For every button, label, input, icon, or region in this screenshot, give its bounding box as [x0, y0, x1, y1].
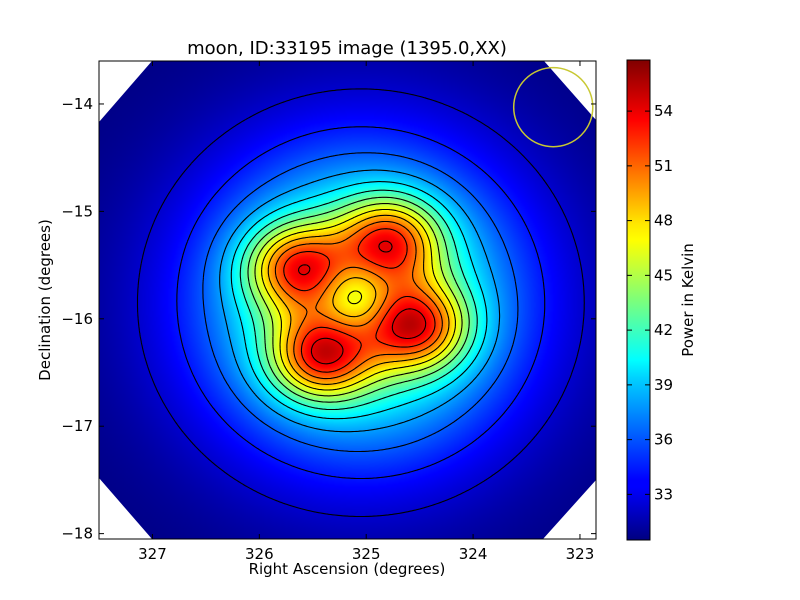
colorbar-tick-label: 45 — [654, 266, 673, 284]
y-tick-label: −17 — [61, 417, 93, 435]
colorbar-frame — [626, 59, 651, 541]
contour-line — [219, 169, 501, 433]
y-tick-label: −15 — [61, 202, 93, 220]
contour-line — [136, 88, 585, 518]
colorbar-ticks: 33 36 39 42 45 48 51 54 — [627, 102, 673, 503]
x-axis-label: Right Ascension (degrees) — [249, 560, 446, 578]
contour-line — [230, 181, 488, 420]
colorbar-label: Power in Kelvin — [679, 243, 697, 357]
x-tick-label: 327 — [138, 545, 167, 563]
chart-title: moon, ID:33195 image (1395.0,XX) — [187, 38, 507, 59]
y-axis-label: Declination (degrees) — [36, 219, 54, 381]
y-tick-label: −16 — [61, 310, 93, 328]
heatmap-image — [99, 61, 596, 539]
y-tick-label: −18 — [61, 525, 93, 543]
beam-circle — [512, 66, 594, 148]
contour-line — [261, 208, 456, 391]
x-tick-label: 323 — [566, 545, 595, 563]
contour-line — [298, 240, 427, 365]
contour-line — [283, 228, 436, 373]
blank-corner-top-right — [544, 61, 596, 120]
y-tick-label: −14 — [61, 95, 93, 113]
contour-line — [267, 214, 450, 385]
blank-corner-bottom-right — [543, 480, 596, 539]
blank-corner-top-left — [99, 61, 152, 122]
x-tick-label: 324 — [459, 545, 488, 563]
plot-frame — [98, 60, 597, 540]
colorbar-tick-label: 36 — [654, 431, 673, 449]
contour-line — [239, 189, 478, 411]
colorbar: 33 36 39 42 45 48 51 54 Power in Kelvin — [626, 59, 697, 541]
contour-line — [202, 152, 519, 453]
contour-line — [274, 220, 443, 380]
contour-lines — [136, 88, 585, 518]
x-tick-label: 326 — [245, 545, 274, 563]
colorbar-tick-label: 33 — [654, 485, 673, 503]
contour-line — [176, 126, 546, 480]
colorbar-tick-label: 48 — [654, 212, 673, 230]
blank-corner-bottom-left — [99, 478, 152, 539]
x-axis-ticks: 327 326 325 324 323 — [138, 61, 594, 563]
contour-line — [254, 203, 463, 397]
y-axis-ticks: −14 −15 −16 −17 −18 — [61, 95, 596, 543]
plot-area: 327 326 325 324 323 −14 −15 −16 −17 −18 — [61, 60, 597, 563]
x-tick-label: 325 — [352, 545, 381, 563]
colorbar-tick-label: 54 — [654, 102, 673, 120]
colorbar-gradient — [627, 60, 650, 540]
colorbar-tick-label: 42 — [654, 321, 673, 339]
colorbar-tick-label: 51 — [654, 157, 673, 175]
colorbar-tick-label: 39 — [654, 376, 673, 394]
contour-line — [247, 196, 470, 403]
